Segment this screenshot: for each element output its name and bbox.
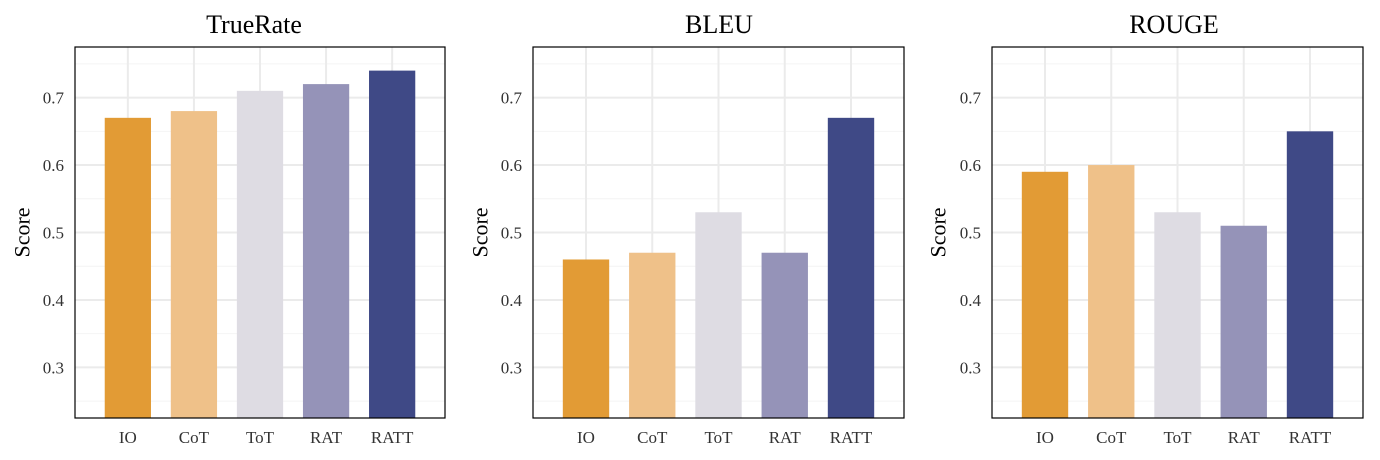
x-tick-label: RATT	[371, 428, 414, 447]
y-tick-label: 0.7	[501, 89, 523, 108]
bar-tot	[236, 90, 284, 418]
bar-ratt	[369, 70, 416, 418]
plot-frame	[74, 46, 446, 419]
x-tick-label: ToT	[704, 428, 733, 447]
y-axis-label: Score	[10, 207, 35, 257]
x-tick-label: IO	[119, 428, 137, 447]
bar-rat	[1220, 225, 1267, 418]
y-tick-label: 0.4	[501, 291, 523, 310]
bar-io	[562, 259, 610, 418]
chart-panel-2: 0.3 0.4 0.5 0.6 0.7 IO CoT ToT RAT RATT BLEU Score	[468, 10, 905, 447]
y-tick-label: 0.3	[501, 358, 522, 377]
y-tick-label: 0.3	[43, 358, 64, 377]
x-tick-label: RATT	[1289, 428, 1332, 447]
x-tick-label: CoT	[179, 428, 210, 447]
chart-title: TrueRate	[206, 10, 302, 39]
bar-io	[104, 117, 151, 418]
plot-frame	[532, 46, 905, 419]
y-tick-label: 0.6	[501, 156, 522, 175]
y-axis-label: Score	[468, 207, 493, 257]
bar-cot	[629, 252, 676, 418]
y-tick-label: 0.5	[501, 224, 522, 243]
y-tick-label: 0.7	[960, 89, 982, 108]
chart-panel-1: 0.3 0.4 0.5 0.6 0.7 IO CoT ToT RAT RATT TrueRate Sc…	[10, 10, 446, 447]
plot-frame	[991, 46, 1364, 419]
bar-cot	[1088, 165, 1135, 418]
y-tick-label: 0.5	[960, 224, 981, 243]
bar-ratt	[827, 117, 875, 418]
x-tick-label: RAT	[1228, 428, 1261, 447]
bar-rat	[761, 252, 808, 418]
chart-title: ROUGE	[1129, 10, 1219, 39]
y-tick-label: 0.3	[960, 358, 981, 377]
y-tick-label: 0.6	[43, 156, 64, 175]
bar-cot	[170, 111, 218, 418]
x-tick-label: IO	[1036, 428, 1054, 447]
x-tick-label: CoT	[637, 428, 668, 447]
x-tick-label: ToT	[1163, 428, 1192, 447]
y-tick-label: 0.6	[960, 156, 981, 175]
y-tick-label: 0.4	[960, 291, 982, 310]
bar-tot	[1154, 212, 1201, 418]
x-tick-label: ToT	[246, 428, 275, 447]
y-tick-label: 0.5	[43, 224, 64, 243]
y-tick-label: 0.4	[43, 291, 65, 310]
x-tick-label: RAT	[310, 428, 343, 447]
bar-ratt	[1286, 131, 1334, 418]
chart-panel-3: 0.3 0.4 0.5 0.6 0.7 IO CoT ToT RAT RATT ROUGE Score	[926, 10, 1364, 447]
y-axis-label: Score	[926, 207, 951, 257]
bar-io	[1021, 171, 1069, 418]
x-tick-label: CoT	[1096, 428, 1127, 447]
bar-tot	[695, 212, 742, 418]
x-tick-label: IO	[577, 428, 595, 447]
y-tick-label: 0.7	[43, 89, 65, 108]
bar-rat	[302, 84, 350, 418]
chart-title: BLEU	[685, 10, 753, 39]
x-tick-label: RAT	[769, 428, 802, 447]
x-tick-label: RATT	[830, 428, 873, 447]
